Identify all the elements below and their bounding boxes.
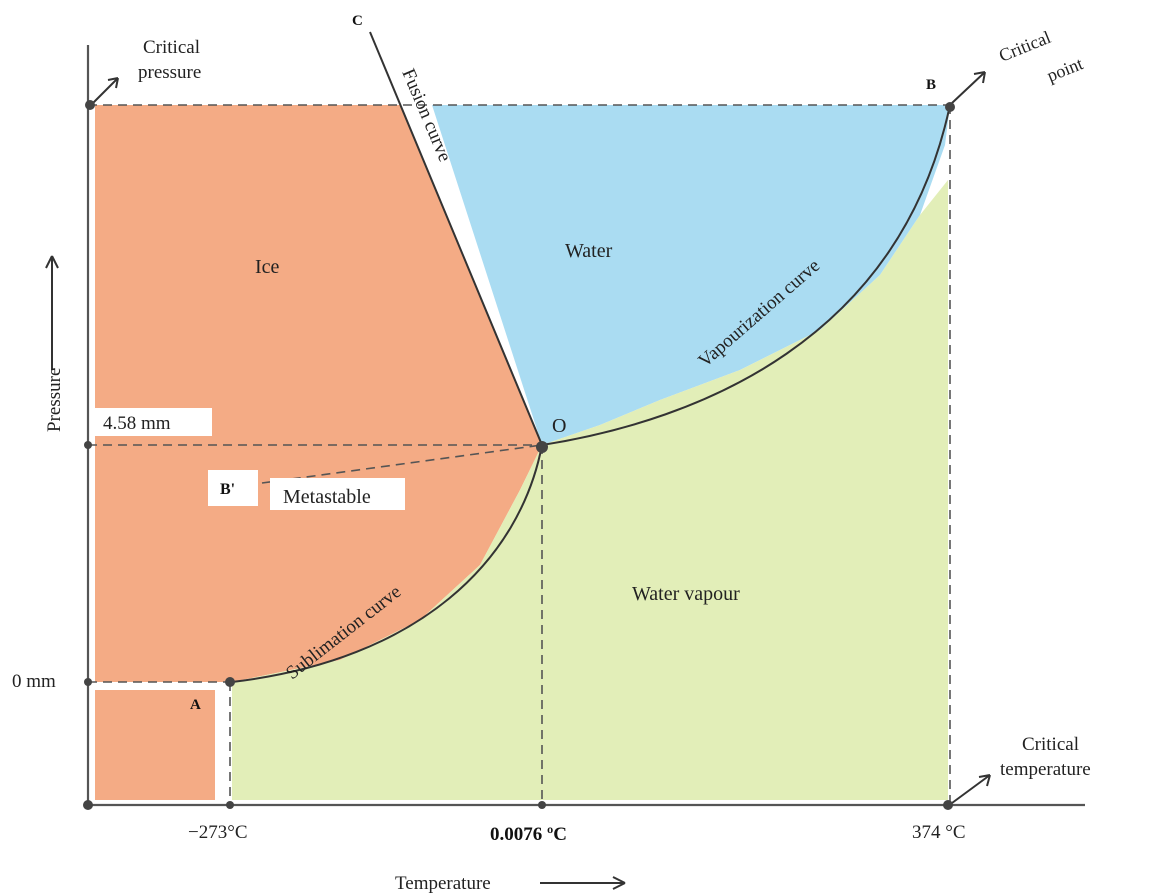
- temperature-axis-label: Temperature: [395, 873, 491, 894]
- point-b-prime-bg: [208, 470, 258, 506]
- point-b-label: B: [926, 77, 936, 93]
- ice-region-lower: [95, 690, 215, 800]
- x-tick-0-0076: 0.0076 ºC: [490, 824, 567, 845]
- point-b-prime-label: B': [220, 481, 235, 498]
- tick-4-58-bg: [92, 408, 212, 436]
- sublimation-curve-line: [231, 444, 543, 683]
- temperature-arrow-icon: [540, 876, 626, 890]
- y-tick-4-58-mm: 4.58 mm: [103, 413, 171, 434]
- point-a-dot: [225, 677, 235, 687]
- critical-point-arrow: [951, 71, 986, 104]
- critical-pressure-arrow: [92, 77, 119, 104]
- vaporization-curve-line: [541, 104, 951, 446]
- critical-temperature-label-line2: temperature: [1000, 759, 1091, 780]
- critical-pressure-label-line1: Critical: [143, 37, 200, 58]
- critical-temperature-arrow: [951, 774, 991, 804]
- point-a-temperature-dot: [226, 801, 234, 809]
- zero-pressure-dot: [84, 678, 92, 686]
- critical-pressure-dot: [85, 100, 95, 110]
- critical-temperature-label-line1: Critical: [1022, 734, 1079, 755]
- y-tick-0-mm: 0 mm: [12, 671, 56, 692]
- vapour-region: [232, 180, 948, 800]
- water-vapour-label: Water vapour: [632, 583, 740, 605]
- x-tick-minus-273: −273°C: [188, 822, 248, 843]
- triple-point-pressure-dot: [84, 441, 92, 449]
- fusion-curve-line: [369, 31, 543, 446]
- metastable-label: Metastable: [283, 486, 371, 508]
- pressure-axis-label: Pressure: [44, 368, 65, 432]
- critical-point-label-line1: Critical: [996, 27, 1054, 66]
- water-region: [432, 105, 950, 445]
- point-o-dot: [536, 441, 548, 453]
- triple-point-temperature-dot: [538, 801, 546, 809]
- critical-temperature-dot: [943, 800, 953, 810]
- water-label: Water: [565, 240, 613, 262]
- x-tick-374: 374 °C: [912, 822, 966, 843]
- metastable-label-bg: [270, 478, 405, 510]
- point-o-label: O: [552, 415, 566, 437]
- point-c-label: C: [352, 13, 363, 29]
- ice-region: [95, 105, 542, 682]
- critical-pressure-label-line2: pressure: [138, 62, 201, 83]
- point-b-dot: [945, 102, 955, 112]
- origin-dot: [83, 800, 93, 810]
- point-a-label: A: [190, 697, 201, 713]
- critical-point-label-line2: point: [1044, 53, 1086, 85]
- pressure-arrow-icon: [45, 255, 59, 370]
- metastable-curve: [261, 444, 543, 484]
- ice-label: Ice: [255, 256, 280, 278]
